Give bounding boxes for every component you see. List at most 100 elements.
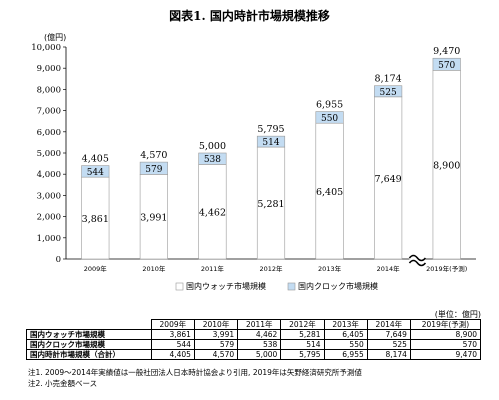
bar-clock [139,161,168,175]
y-tick-label: 7,000 [37,107,61,117]
table-cell: 5,795 [280,349,325,360]
bar-clock [81,165,110,178]
legend-swatch-clock [287,282,296,291]
table-cell: 514 [280,339,325,350]
y-tick-label: 3,000 [37,191,61,201]
data-label-total: 4,570 [140,150,167,161]
chart: (億円) 0 1,000 2,000 3,000 4,000 5,000 6,000 7,000… [31,32,476,291]
table-cell: 5,000 [237,349,282,360]
table-cell: 8,174 [366,349,411,360]
y-tick-label: 4,000 [37,170,61,180]
table-cell: 9,470 [409,349,482,360]
bar-watch [315,122,344,260]
legend-label-clock: 国内クロック市場規模 [298,281,378,291]
table-row-label: 国内クロック市場規模 [26,339,152,350]
data-label-clock: 579 [145,165,162,175]
data-label-clock: 538 [204,155,221,165]
footnote: 注1. 2009～2014年実績値は一般社団法人日本時計協会より引用, 2019… [28,368,362,377]
y-tick-label: 9,000 [37,64,61,74]
data-label-watch: 6,405 [316,187,343,198]
y-tick-label: 6,000 [37,128,61,138]
data-label-watch: 5,281 [257,199,284,210]
y-tick-label: 2,000 [37,213,61,223]
table-header-row: 2009年 2010年 2011年 2012年 2013年 2014年 2019… [26,319,482,330]
data-label-watch: 3,991 [140,213,167,224]
table-row-label: 国内時計市場規模（合計） [26,349,152,360]
y-tick-label: 10,000 [31,43,61,53]
data-label-watch: 4,462 [199,208,226,219]
table-cell: 6,405 [323,329,368,340]
table-cell: 4,462 [237,329,282,340]
table-header-cell: 2009年 [150,319,195,330]
table-cell: 7,649 [366,329,411,340]
table-row: 国内クロック市場規模 544 579 538 514 550 525 570 [26,339,482,350]
footnote: 注2. 小売金額ベース [28,379,98,388]
y-tick-label: 5,000 [37,149,61,159]
table-corner-cell [26,319,152,330]
data-label-clock: 525 [380,88,397,98]
table-header-cell: 2010年 [193,319,239,330]
bar-clock [432,57,461,71]
bar-watch [432,70,461,260]
table-row-label: 国内ウォッチ市場規模 [26,329,152,340]
data-table: 2009年 2010年 2011年 2012年 2013年 2014年 2019… [26,319,482,360]
footnotes: 注1. 2009～2014年実績値は一般社団法人日本時計協会より引用, 2019… [28,367,362,389]
data-label-total: 4,405 [82,154,109,165]
data-label-clock: 514 [262,138,279,148]
data-label-total: 8,174 [375,74,402,85]
table-cell: 8,900 [409,329,482,340]
bar-watch [198,164,227,260]
table-cell: 6,955 [323,349,368,360]
x-tick-label: 2010年 [142,264,166,273]
y-tick-label: 1,000 [37,234,61,244]
table-cell: 538 [237,339,282,350]
table-cell: 4,405 [150,349,195,360]
x-tick-label: 2013年 [318,264,342,273]
table-cell: 525 [366,339,411,350]
data-label-clock: 550 [321,114,338,124]
axis-break-mark [408,254,427,262]
bar-watch [374,96,403,260]
y-tick-label: 8,000 [37,85,61,95]
bar-watch [81,176,110,260]
x-tick-label: 2012年 [259,264,283,273]
legend-label-watch: 国内ウォッチ市場規模 [186,281,266,291]
table-cell: 3,861 [150,329,195,340]
table-cell: 4,570 [193,349,239,360]
data-label-watch: 8,900 [433,161,460,172]
y-axis-unit: (億円) [44,32,66,42]
table-row: 国内時計市場規模（合計） 4,405 4,570 5,000 5,795 6,9… [26,349,482,360]
unit-note: (単位：億円) [434,310,481,319]
data-label-total: 6,955 [316,100,343,111]
table-header-cell: 2012年 [280,319,325,330]
x-tick-label: 2014年 [377,264,401,273]
table-cell: 579 [193,339,239,350]
bar-clock [198,152,227,165]
x-tick-label: 2009年 [84,264,108,273]
x-tick-label: 2011年 [201,264,225,273]
table-row: 国内ウォッチ市場規模 3,861 3,991 4,462 5,281 6,405… [26,329,482,340]
table-cell: 550 [323,339,368,350]
bar-clock [315,111,344,124]
table-cell: 570 [409,339,482,350]
data-label-clock: 544 [87,168,104,178]
x-tick-label: 2019年(予測) [426,264,467,273]
table-cell: 3,991 [193,329,239,340]
data-label-clock: 570 [438,61,455,71]
data-label-watch: 3,861 [82,214,109,225]
bar-clock [256,135,286,148]
data-label-total: 9,470 [433,46,460,57]
table-header-cell: 2011年 [237,319,282,330]
table-header-cell: 2014年 [366,319,411,330]
table-cell: 544 [150,339,195,350]
data-label-total: 5,795 [257,124,284,135]
legend-swatch-watch [175,282,184,291]
table-header-cell: 2013年 [323,319,368,330]
data-label-total: 5,000 [199,141,226,152]
table-cell: 5,281 [280,329,325,340]
bar-clock [374,85,403,98]
chart-title: 図表1. 国内時計市場規模推移 [169,9,330,23]
table-header-cell: 2019年(予測) [409,319,482,330]
y-tick-label: 0 [56,255,61,265]
axis-break-mark [408,259,427,267]
